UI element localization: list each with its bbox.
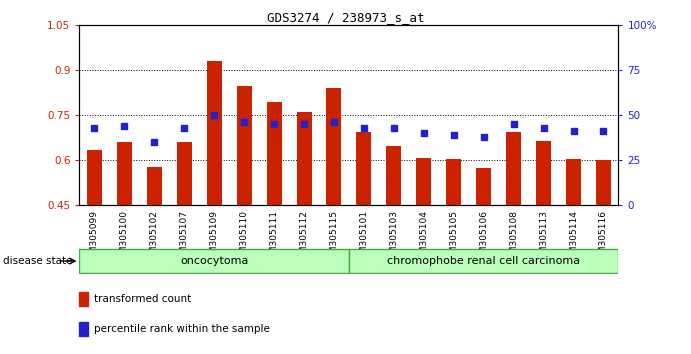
Bar <box>177 142 191 205</box>
Point <box>568 129 579 134</box>
Point <box>209 112 220 118</box>
Bar <box>357 132 371 205</box>
Text: percentile rank within the sample: percentile rank within the sample <box>94 324 270 334</box>
Point <box>119 123 130 129</box>
Bar <box>476 168 491 205</box>
Bar <box>117 142 132 205</box>
Point <box>269 121 280 127</box>
Point <box>89 125 100 131</box>
FancyBboxPatch shape <box>349 249 618 273</box>
Point <box>299 121 310 127</box>
Point <box>538 125 549 131</box>
Point <box>179 125 190 131</box>
Bar <box>566 159 581 205</box>
Point <box>238 119 249 125</box>
Bar <box>296 112 312 205</box>
Point <box>149 139 160 145</box>
Point <box>508 121 519 127</box>
Point <box>448 132 460 138</box>
Point <box>388 125 399 131</box>
Bar <box>236 86 252 205</box>
Text: transformed count: transformed count <box>94 294 191 304</box>
Text: oncocytoma: oncocytoma <box>180 256 248 266</box>
Bar <box>267 102 281 205</box>
Point <box>478 134 489 139</box>
Bar <box>146 167 162 205</box>
Text: chromophobe renal cell carcinoma: chromophobe renal cell carcinoma <box>387 256 580 266</box>
Bar <box>326 88 341 205</box>
Bar <box>386 146 401 205</box>
Text: disease state: disease state <box>3 256 73 266</box>
Point <box>328 119 339 125</box>
Bar <box>536 141 551 205</box>
Bar <box>416 158 431 205</box>
Point <box>598 129 609 134</box>
Bar <box>506 132 521 205</box>
Text: GDS3274 / 238973_s_at: GDS3274 / 238973_s_at <box>267 11 424 24</box>
FancyBboxPatch shape <box>79 249 349 273</box>
Bar <box>87 150 102 205</box>
Bar <box>596 160 611 205</box>
Bar <box>207 62 222 205</box>
Point <box>359 125 370 131</box>
Point <box>418 130 429 136</box>
Bar <box>446 159 461 205</box>
